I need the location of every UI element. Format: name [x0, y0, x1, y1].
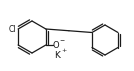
Text: O: O [53, 40, 59, 49]
Text: −: − [60, 37, 65, 43]
Text: Cl: Cl [9, 24, 16, 34]
Text: K: K [54, 50, 60, 59]
Text: +: + [61, 48, 66, 53]
